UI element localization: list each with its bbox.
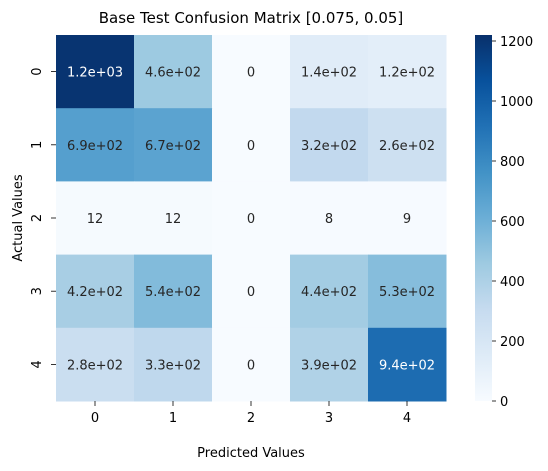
heatmap-cell-r4-c3 bbox=[290, 327, 369, 402]
cell-label-r1-c2: 0 bbox=[247, 139, 255, 154]
heatmap-cell-r4-c2 bbox=[212, 327, 291, 402]
heatmap-cells bbox=[56, 35, 447, 402]
cell-label-r0-c4: 1.2e+02 bbox=[379, 66, 435, 81]
heatmap-cell-labels: 1.2e+03 4.6e+02 0 1.4e+02 1.2e+02 6.9e+02 6.7e… bbox=[67, 66, 435, 374]
cell-label-r0-c1: 4.6e+02 bbox=[145, 66, 201, 81]
heatmap-cell-r4-c1 bbox=[134, 327, 213, 402]
x-tick-label-1: 1 bbox=[169, 411, 177, 426]
heatmap-cell-r0-c4 bbox=[368, 35, 447, 109]
cell-label-r3-c1: 5.4e+02 bbox=[145, 285, 201, 300]
heatmap-cell-r1-c3 bbox=[290, 108, 369, 182]
heatmap-cell-r3-c2 bbox=[212, 254, 291, 329]
cell-label-r1-c0: 6.9e+02 bbox=[67, 139, 123, 154]
x-tick-label-2: 2 bbox=[247, 411, 255, 426]
heatmap-cell-r0-c2 bbox=[212, 35, 291, 109]
cell-label-r2-c0: 12 bbox=[87, 212, 104, 227]
heatmap-cell-r2-c2 bbox=[212, 181, 291, 256]
cell-label-r4-c3: 3.9e+02 bbox=[301, 358, 357, 373]
cell-label-r0-c3: 1.4e+02 bbox=[301, 66, 357, 81]
cell-label-r3-c3: 4.4e+02 bbox=[301, 285, 357, 300]
colorbar-tick-label-200: 200 bbox=[500, 335, 525, 350]
heatmap-cell-r1-c0 bbox=[56, 108, 135, 182]
x-tick-label-0: 0 bbox=[91, 411, 99, 426]
colorbar-tick-label-800: 800 bbox=[500, 155, 525, 170]
cell-label-r3-c0: 4.2e+02 bbox=[67, 285, 123, 300]
colorbar bbox=[475, 35, 492, 401]
heatmap-cell-r3-c0 bbox=[56, 254, 135, 329]
y-tick-label-2: 2 bbox=[30, 214, 45, 222]
cell-label-r4-c4: 9.4e+02 bbox=[379, 358, 435, 373]
y-tick-label-0: 0 bbox=[30, 67, 45, 75]
heatmap-cell-r0-c1 bbox=[134, 35, 213, 109]
heatmap-cell-r2-c1 bbox=[134, 181, 213, 256]
heatmap-cell-r3-c1 bbox=[134, 254, 213, 329]
y-axis-ticks: 0 1 2 3 4 bbox=[30, 67, 56, 369]
cell-label-r3-c2: 0 bbox=[247, 285, 255, 300]
cell-label-r3-c4: 5.3e+02 bbox=[379, 285, 435, 300]
cell-label-r2-c4: 9 bbox=[403, 212, 411, 227]
cell-label-r2-c2: 0 bbox=[247, 212, 255, 227]
y-axis-label: Actual Values bbox=[11, 174, 26, 262]
cell-label-r1-c4: 2.6e+02 bbox=[379, 139, 435, 154]
cell-label-r1-c3: 3.2e+02 bbox=[301, 139, 357, 154]
heatmap-cell-r2-c3 bbox=[290, 181, 369, 256]
x-axis-label: Predicted Values bbox=[197, 446, 305, 461]
cell-label-r2-c1: 12 bbox=[165, 212, 182, 227]
x-tick-label-3: 3 bbox=[325, 411, 333, 426]
colorbar-tick-label-600: 600 bbox=[500, 215, 525, 230]
y-tick-label-1: 1 bbox=[30, 141, 45, 149]
heatmap-cell-r1-c4 bbox=[368, 108, 447, 182]
heatmap-cell-r4-c4 bbox=[368, 327, 447, 402]
x-tick-label-4: 4 bbox=[403, 411, 411, 426]
colorbar-tick-label-1200: 1200 bbox=[500, 35, 533, 50]
cell-label-r4-c0: 2.8e+02 bbox=[67, 358, 123, 373]
heatmap-cell-r4-c0 bbox=[56, 327, 135, 402]
chart-title: Base Test Confusion Matrix [0.075, 0.05] bbox=[99, 9, 404, 27]
cell-label-r4-c1: 3.3e+02 bbox=[145, 358, 201, 373]
cell-label-r0-c2: 0 bbox=[247, 66, 255, 81]
cell-label-r4-c2: 0 bbox=[247, 358, 255, 373]
heatmap-cell-r3-c4 bbox=[368, 254, 447, 329]
cell-label-r0-c0: 1.2e+03 bbox=[67, 66, 123, 81]
colorbar-tick-label-400: 400 bbox=[500, 275, 525, 290]
y-tick-label-3: 3 bbox=[30, 287, 45, 295]
x-axis-ticks: 0 1 2 3 4 bbox=[91, 401, 411, 426]
cell-label-r1-c1: 6.7e+02 bbox=[145, 139, 201, 154]
heatmap-cell-r1-c2 bbox=[212, 108, 291, 182]
heatmap-cell-r1-c1 bbox=[134, 108, 213, 182]
colorbar-ticks: 0 200 400 600 800 1000 1200 bbox=[492, 35, 533, 410]
heatmap-cell-r2-c0 bbox=[56, 181, 135, 256]
heatmap-cell-r0-c0 bbox=[56, 35, 135, 109]
cell-label-r2-c3: 8 bbox=[325, 212, 333, 227]
colorbar-tick-label-1000: 1000 bbox=[500, 95, 533, 110]
heatmap-cell-r3-c3 bbox=[290, 254, 369, 329]
colorbar-tick-label-0: 0 bbox=[500, 395, 508, 410]
heatmap-cell-r2-c4 bbox=[368, 181, 447, 256]
y-tick-label-4: 4 bbox=[30, 360, 45, 368]
heatmap-cell-r0-c3 bbox=[290, 35, 369, 109]
